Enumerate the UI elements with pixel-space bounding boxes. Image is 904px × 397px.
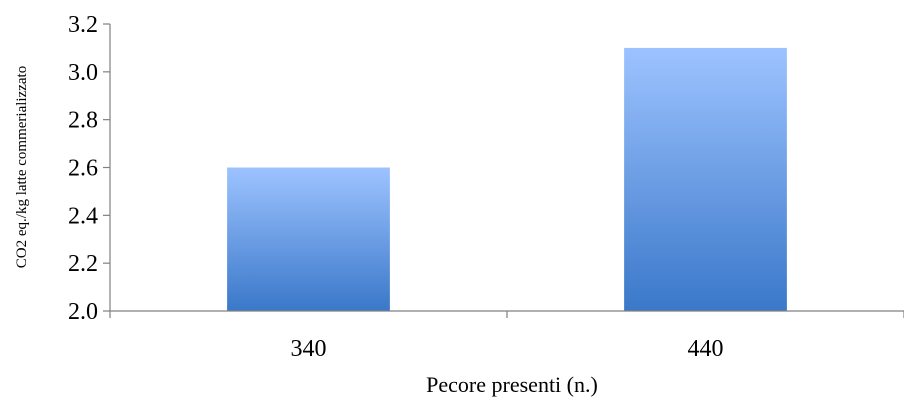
x-axis-ticks: 340 440 bbox=[109, 311, 904, 362]
bar-340 bbox=[227, 167, 390, 311]
y-tick-label: 3.0 bbox=[68, 60, 98, 86]
y-tick-label: 3.2 bbox=[68, 12, 98, 38]
y-tick-label: 2.6 bbox=[68, 156, 98, 182]
y-tick-label: 2.2 bbox=[68, 251, 98, 277]
bars-group bbox=[227, 47, 787, 312]
x-axis-title: Pecore presenti (n.) bbox=[426, 372, 598, 397]
bar-440 bbox=[624, 47, 787, 312]
y-axis-title: CO2 eq./kg latte commerializzato bbox=[14, 66, 30, 268]
y-axis-ticks: 2.0 2.2 2.4 2.6 2.8 3.0 3.2 bbox=[68, 12, 110, 325]
x-tick-label: 440 bbox=[688, 336, 724, 362]
y-tick-label: 2.8 bbox=[68, 108, 98, 134]
y-tick-label: 2.4 bbox=[68, 203, 98, 229]
x-tick-label: 340 bbox=[291, 336, 327, 362]
y-tick-label: 2.0 bbox=[68, 299, 98, 325]
